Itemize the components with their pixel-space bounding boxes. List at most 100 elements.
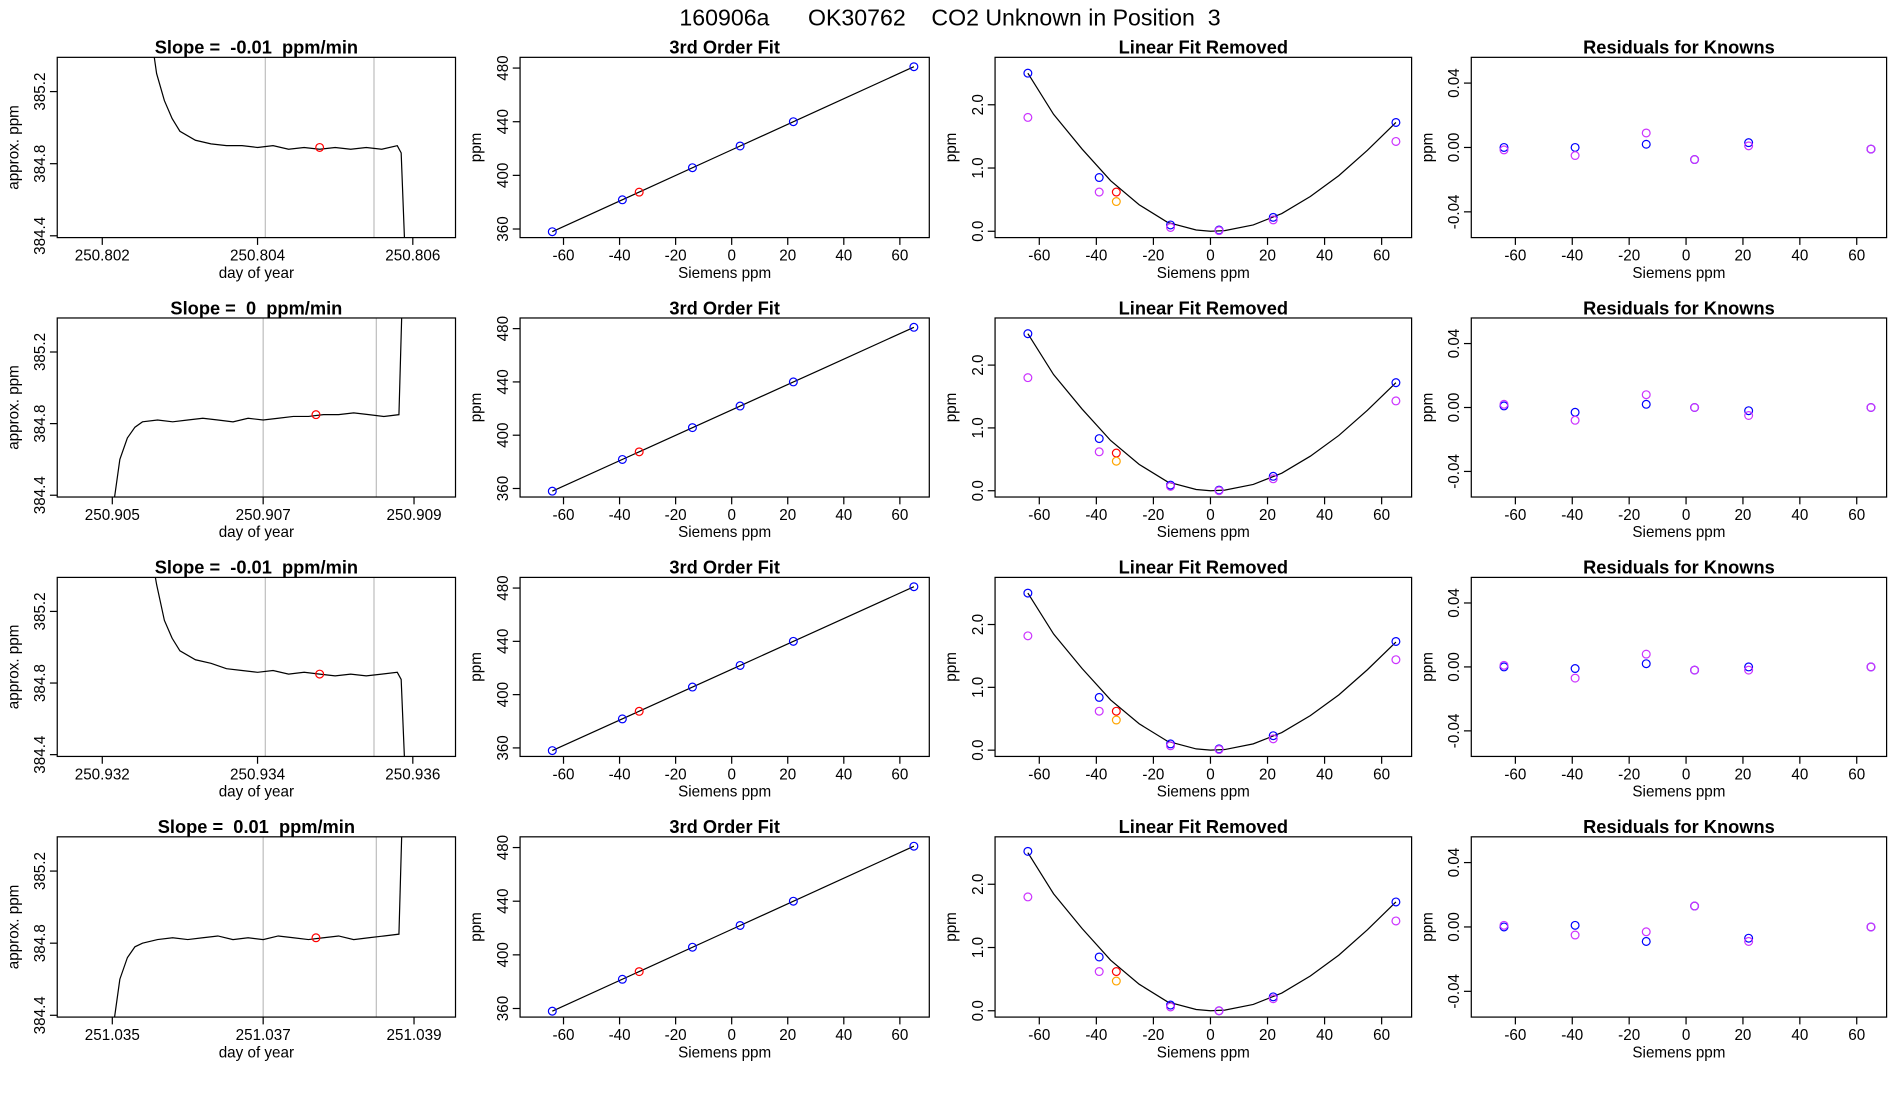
panel-title: Linear Fit Removed — [1119, 297, 1288, 318]
data-point — [617, 974, 627, 984]
x-axis-label: Siemens ppm — [1632, 784, 1725, 801]
y-axis-label: ppm — [1419, 133, 1436, 163]
panel: Linear Fit Removed Siemens ppm ppm -60 -40 -2… — [943, 37, 1413, 282]
data-line — [153, 57, 406, 238]
plot-frame — [519, 56, 930, 239]
y-tick-label: 0.0 — [970, 1000, 987, 1021]
y-tick-label: -0.04 — [1446, 973, 1463, 1008]
y-tick-label: 480 — [495, 316, 512, 341]
data-point — [1214, 226, 1224, 236]
y-tick-label: 384.8 — [32, 924, 49, 962]
x-tick-label: 60 — [891, 1027, 908, 1044]
x-tick-label: -20 — [665, 767, 687, 784]
data-point — [1499, 920, 1509, 930]
x-tick-label: 40 — [1791, 1027, 1808, 1044]
y-tick-label: 384.4 — [32, 216, 49, 255]
plot-frame — [1470, 836, 1888, 1018]
data-point — [1023, 846, 1033, 856]
x-tick-label: 20 — [1734, 1027, 1751, 1044]
plot-frame — [994, 576, 1413, 758]
x-tick-label: 0 — [1206, 507, 1214, 524]
data-line — [552, 326, 915, 492]
y-axis-label: ppm — [943, 652, 960, 682]
data-point — [1094, 434, 1104, 444]
panel-title: Residuals for Knowns — [1583, 816, 1775, 837]
data-point — [788, 636, 798, 646]
data-line — [552, 66, 915, 233]
data-point — [1023, 68, 1033, 78]
x-tick-label: 60 — [891, 507, 908, 524]
x-tick-label: -20 — [1618, 507, 1640, 524]
data-point — [1641, 649, 1651, 659]
data-point — [1214, 745, 1224, 755]
x-tick-label: -60 — [553, 1027, 575, 1044]
y-tick-label: 384.4 — [32, 996, 49, 1035]
x-tick-label: 250.806 — [385, 248, 440, 265]
x-tick-label: 40 — [1791, 248, 1808, 265]
data-point — [788, 896, 798, 906]
data-point — [1641, 936, 1651, 946]
data-point — [1023, 588, 1033, 598]
plot-frame — [56, 56, 457, 239]
data-point — [1166, 1002, 1176, 1012]
x-tick-label: 250.802 — [75, 248, 130, 265]
panel-title: 3rd Order Fit — [669, 37, 780, 58]
data-point — [1744, 933, 1754, 943]
y-tick-label: 2.0 — [970, 94, 987, 115]
x-tick-label: 0 — [1206, 767, 1214, 784]
y-axis-label: ppm — [468, 912, 485, 942]
x-tick-label: 250.905 — [85, 507, 140, 524]
y-tick-label: 440 — [495, 629, 512, 654]
y-axis-label: ppm — [1419, 912, 1436, 942]
x-tick-label: -40 — [1561, 767, 1583, 784]
x-tick-label: 251.037 — [236, 1027, 291, 1044]
x-tick-label: 20 — [1734, 767, 1751, 784]
plot-frame — [56, 576, 457, 758]
data-point — [1391, 636, 1401, 646]
x-axis-label: day of year — [219, 1044, 294, 1061]
panel-title: Residuals for Knowns — [1583, 37, 1775, 58]
data-point — [1094, 952, 1104, 962]
data-point — [311, 410, 321, 420]
y-axis-label: ppm — [1419, 652, 1436, 682]
x-tick-label: 60 — [1848, 1027, 1865, 1044]
x-tick-label: -20 — [665, 248, 687, 265]
data-point — [1570, 920, 1580, 930]
plot-frame — [56, 317, 457, 498]
data-point — [909, 841, 919, 851]
y-tick-label: -0.04 — [1446, 194, 1463, 229]
x-tick-label: 40 — [835, 248, 852, 265]
data-point — [617, 454, 627, 464]
data-point — [1094, 447, 1104, 457]
data-point — [1214, 1006, 1224, 1016]
data-point — [1094, 187, 1104, 197]
x-tick-label: 60 — [891, 248, 908, 265]
data-point — [1268, 471, 1278, 481]
x-tick-label: 0 — [1682, 248, 1690, 265]
data-point — [634, 967, 644, 977]
y-tick-label: 0.0 — [970, 480, 987, 501]
data-point — [687, 423, 697, 433]
x-axis-label: day of year — [219, 524, 294, 541]
x-tick-label: 60 — [1373, 767, 1390, 784]
data-point — [1023, 112, 1033, 122]
plot-frame — [1470, 56, 1888, 239]
x-tick-label: 40 — [1316, 507, 1333, 524]
y-tick-label: 0.04 — [1446, 847, 1463, 877]
x-tick-label: -20 — [665, 507, 687, 524]
data-point — [1866, 144, 1876, 154]
x-tick-label: -40 — [1561, 507, 1583, 524]
x-tick-label: -20 — [1142, 767, 1164, 784]
x-tick-label: -20 — [665, 1027, 687, 1044]
data-point — [1744, 410, 1754, 420]
x-tick-label: -60 — [1028, 248, 1050, 265]
data-point — [547, 746, 557, 756]
panel-title: Slope = -0.01 ppm/min — [155, 37, 358, 58]
panel-title: 3rd Order Fit — [669, 297, 780, 318]
data-point — [1214, 486, 1224, 496]
x-tick-label: 20 — [779, 248, 796, 265]
x-tick-label: 251.039 — [387, 1027, 442, 1044]
data-point — [1690, 155, 1700, 165]
data-point — [909, 62, 919, 72]
data-point — [1268, 731, 1278, 741]
